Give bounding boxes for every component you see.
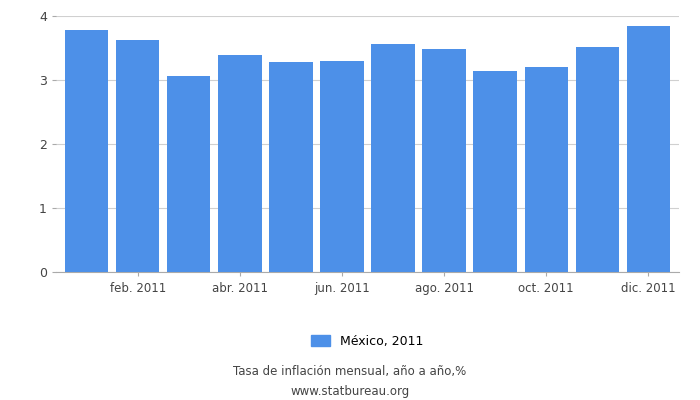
Bar (116, 40, 160, 272)
Bar (270, 62, 313, 272)
Bar (524, 66, 568, 272)
Bar (218, 55, 262, 272)
Text: www.statbureau.org: www.statbureau.org (290, 386, 410, 398)
Text: Tasa de inflación mensual, año a año,%: Tasa de inflación mensual, año a año,% (233, 366, 467, 378)
Bar (422, 49, 466, 272)
Bar (575, 47, 619, 272)
Bar (321, 61, 364, 272)
Legend: México, 2011: México, 2011 (312, 334, 424, 348)
Bar (65, 30, 108, 272)
Bar (473, 71, 517, 272)
Bar (626, 26, 670, 272)
Bar (371, 44, 414, 272)
Bar (167, 76, 211, 272)
